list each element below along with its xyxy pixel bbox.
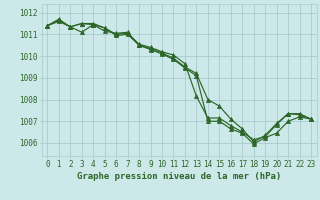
X-axis label: Graphe pression niveau de la mer (hPa): Graphe pression niveau de la mer (hPa)	[77, 172, 281, 181]
